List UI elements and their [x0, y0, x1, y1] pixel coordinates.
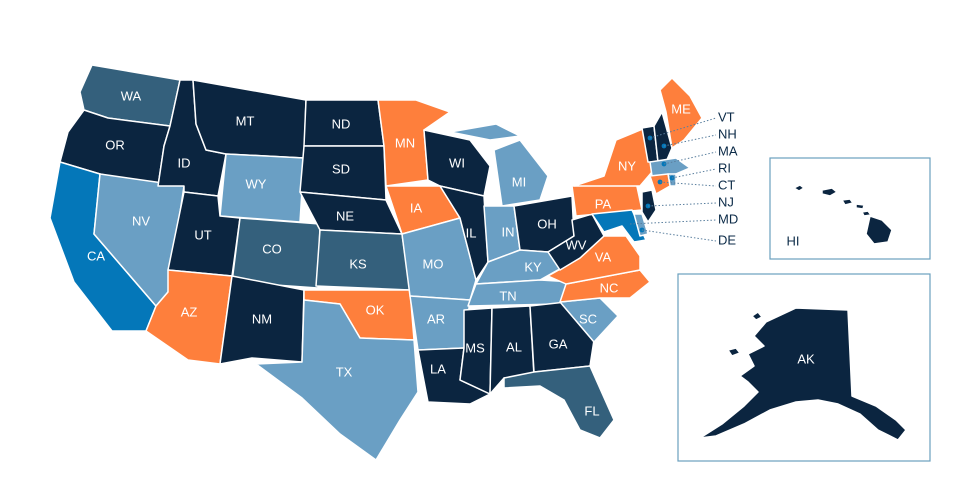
label-ga: GA: [549, 336, 568, 351]
label-ky: KY: [524, 259, 542, 274]
state-nm[interactable]: [219, 275, 305, 365]
label-nd: ND: [332, 116, 351, 131]
state-ak[interactable]: [699, 307, 907, 441]
hawaii-inset-frame: [769, 157, 931, 260]
state-md[interactable]: [591, 209, 647, 243]
label-ar: AR: [427, 311, 445, 326]
label-nv: NV: [132, 213, 150, 228]
state-tn[interactable]: [467, 279, 575, 307]
label-nc: NC: [600, 280, 619, 295]
label-pa: PA: [595, 196, 612, 211]
alaska-inset-frame: [677, 273, 931, 462]
label-mo: MO: [423, 256, 444, 271]
label-mn: MN: [395, 135, 415, 150]
label-ia: IA: [410, 200, 423, 215]
label-id: ID: [178, 155, 191, 170]
label-wi: WI: [449, 155, 465, 170]
label-wy: WY: [246, 176, 267, 191]
state-ms[interactable]: [459, 307, 493, 395]
label-ne: NE: [336, 208, 354, 223]
label-co: CO: [262, 241, 282, 256]
callout-labels: VT NH MA RI CT NJ MD DE: [718, 109, 738, 247]
leader-vt: [649, 117, 717, 139]
label-ak: AK: [797, 351, 815, 366]
leader-ct: [659, 181, 717, 187]
label-mt: MT: [236, 113, 255, 128]
label-hi: HI: [787, 233, 800, 248]
label-oh: OH: [537, 216, 557, 231]
label-tx: TX: [336, 364, 353, 379]
label-sc: SC: [579, 311, 597, 326]
label-ms: MS: [465, 340, 485, 355]
label-or: OR: [105, 137, 125, 152]
state-il[interactable]: [439, 185, 489, 281]
label-ks: KS: [349, 256, 367, 271]
leader-nj: [647, 202, 717, 207]
label-va: VA: [595, 249, 612, 264]
label-al: AL: [506, 339, 522, 354]
label-ny: NY: [618, 158, 636, 173]
alaska-inset: AK: [677, 273, 931, 462]
label-la: LA: [430, 361, 446, 376]
state-de[interactable]: [633, 213, 649, 237]
state-tx[interactable]: [255, 299, 419, 461]
callout-vt: VT: [718, 109, 735, 124]
state-wv[interactable]: [547, 213, 605, 271]
label-tn: TN: [499, 288, 516, 303]
callout-nj: NJ: [718, 194, 734, 209]
label-nm: NM: [252, 311, 272, 326]
state-ma[interactable]: [649, 157, 691, 177]
callout-ct: CT: [718, 177, 735, 192]
state-ny[interactable]: [573, 125, 653, 187]
label-wv: WV: [566, 237, 587, 252]
callout-nh: NH: [718, 126, 737, 141]
callout-ri: RI: [718, 160, 731, 175]
label-mi: MI: [512, 174, 526, 189]
state-co[interactable]: [231, 217, 321, 289]
label-in: IN: [502, 224, 515, 239]
label-ok: OK: [366, 302, 385, 317]
label-az: AZ: [181, 304, 198, 319]
states-layer: [49, 64, 703, 461]
hawaii-inset: HI: [769, 157, 931, 260]
callout-ma: MA: [718, 143, 738, 158]
state-labels: WA OR CA NV ID MT WY UT AZ CO NM ND SD N…: [87, 88, 691, 418]
leader-ri: [671, 168, 717, 179]
leader-lines: [629, 117, 717, 242]
state-fl[interactable]: [503, 365, 615, 439]
label-fl: FL: [584, 403, 599, 418]
state-hi[interactable]: [793, 184, 893, 245]
label-me: ME: [671, 101, 691, 116]
leader-md: [629, 219, 717, 225]
label-sd: SD: [332, 161, 350, 176]
label-wa: WA: [121, 88, 142, 103]
state-me[interactable]: [659, 77, 703, 149]
label-ut: UT: [194, 227, 211, 242]
callout-de: DE: [718, 232, 736, 247]
state-nh[interactable]: [653, 111, 673, 163]
state-mi[interactable]: [449, 123, 549, 207]
callout-md: MD: [718, 211, 738, 226]
leader-de: [641, 229, 717, 242]
label-ca: CA: [87, 248, 105, 263]
label-il: IL: [466, 225, 477, 240]
